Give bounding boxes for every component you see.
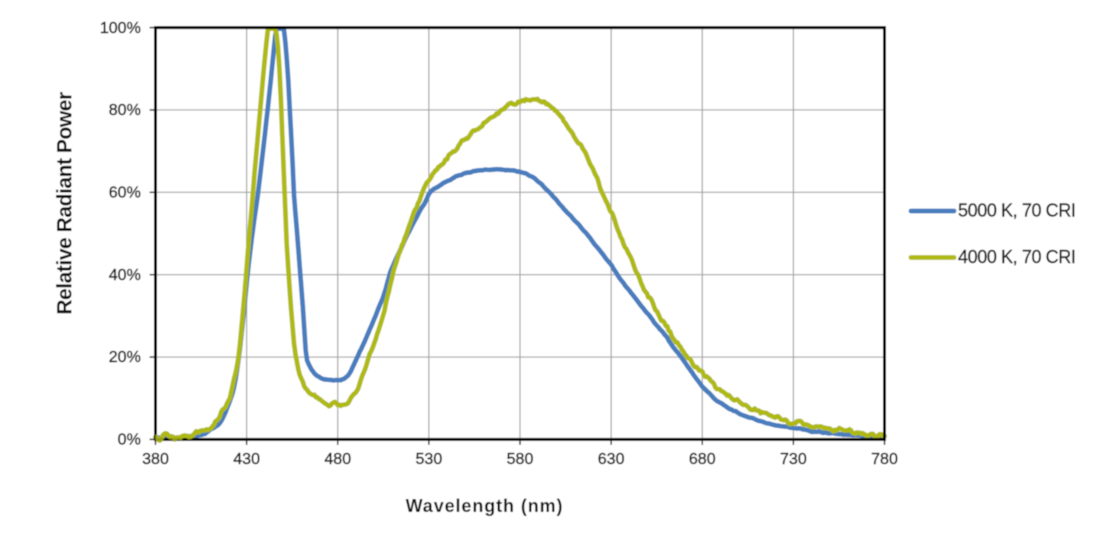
- svg-text:100%: 100%: [100, 20, 141, 37]
- svg-text:430: 430: [233, 451, 260, 468]
- svg-text:680: 680: [689, 451, 716, 468]
- svg-text:630: 630: [598, 451, 625, 468]
- svg-text:60%: 60%: [109, 185, 141, 202]
- svg-text:40%: 40%: [109, 267, 141, 284]
- svg-text:0%: 0%: [118, 432, 141, 449]
- svg-text:530: 530: [416, 451, 443, 468]
- svg-text:20%: 20%: [109, 349, 141, 366]
- svg-text:4000 K, 70 CRI: 4000 K, 70 CRI: [958, 247, 1075, 267]
- svg-text:Relative Radiant Power: Relative Radiant Power: [54, 92, 77, 315]
- svg-text:730: 730: [780, 451, 807, 468]
- svg-text:Wavelength (nm): Wavelength (nm): [406, 496, 564, 516]
- svg-text:780: 780: [871, 451, 898, 468]
- svg-text:480: 480: [324, 451, 351, 468]
- svg-text:5000 K, 70 CRI: 5000 K, 70 CRI: [958, 201, 1075, 221]
- svg-text:380: 380: [142, 451, 169, 468]
- svg-text:580: 580: [507, 451, 534, 468]
- svg-text:80%: 80%: [109, 102, 141, 119]
